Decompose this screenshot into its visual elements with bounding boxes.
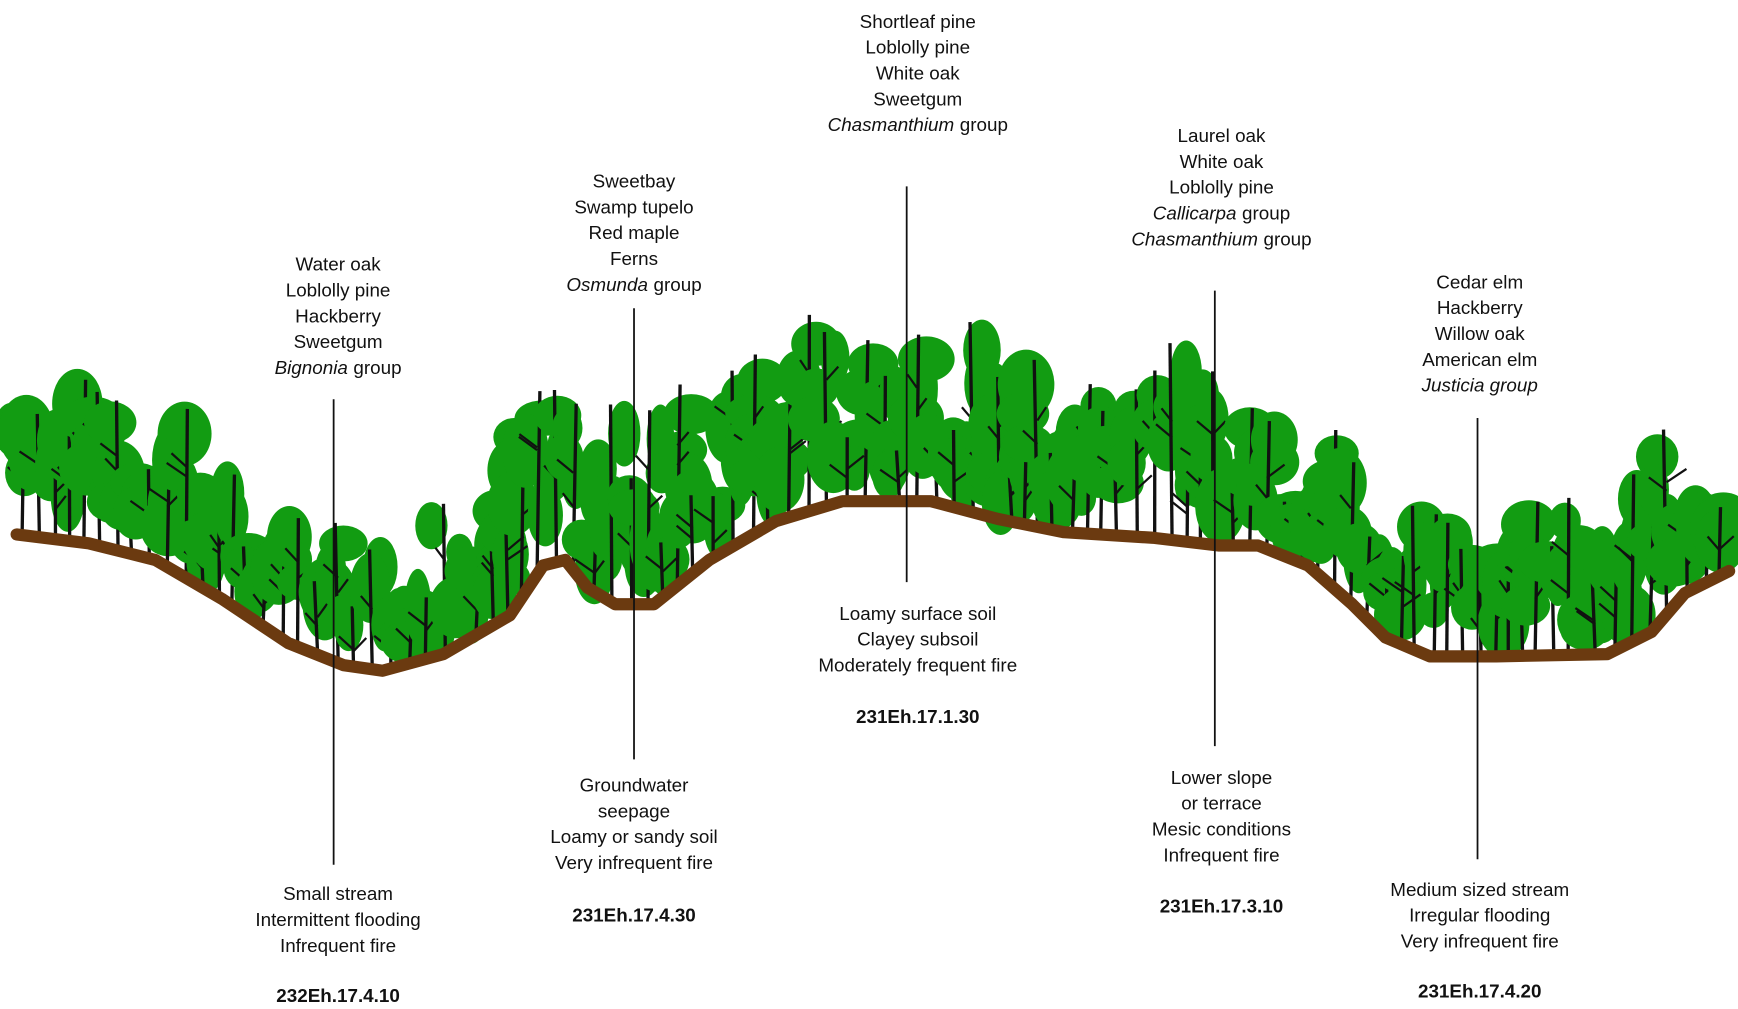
species-group: Justicia group bbox=[1421, 375, 1538, 396]
species-suffix: group bbox=[1242, 203, 1290, 224]
ecosystem-diagram: Water oak Loblolly pine Hackberry Sweetgum B… bbox=[0, 0, 1738, 1009]
species-suffix: group bbox=[960, 114, 1008, 135]
site-condition: Lower slope bbox=[1171, 767, 1273, 788]
tree-trunk bbox=[352, 606, 353, 663]
tree-trunk bbox=[1170, 343, 1172, 537]
species-name: Willow oak bbox=[1435, 323, 1526, 344]
tree-trunk bbox=[1402, 556, 1404, 641]
species-name: Loblolly pine bbox=[865, 37, 970, 58]
species-suffix: group bbox=[654, 274, 702, 295]
species-name: White oak bbox=[876, 63, 960, 84]
species-genus: Callicarpa bbox=[1153, 203, 1237, 224]
species-name: American elm bbox=[1422, 349, 1537, 370]
tree-trunk bbox=[1412, 506, 1414, 647]
species-suffix: group bbox=[1263, 228, 1311, 249]
species-group: Chasmanthiumgroup bbox=[828, 114, 1008, 135]
ecosite-code: 231Eh.17.1.30 bbox=[856, 706, 980, 727]
species-name: Sweetgum bbox=[873, 88, 962, 109]
tree-trunk bbox=[1719, 507, 1720, 573]
species-group: Osmunda group bbox=[566, 274, 701, 295]
ecosite-code: 231Eh.17.4.20 bbox=[1418, 981, 1542, 1002]
species-name: Shortleaf pine bbox=[860, 11, 976, 32]
species-name: Hackberry bbox=[295, 305, 381, 326]
tree-crown bbox=[754, 447, 805, 513]
site-condition: Medium sized stream bbox=[1390, 879, 1569, 900]
tree-crown bbox=[316, 544, 346, 592]
tree-trunk bbox=[298, 518, 299, 643]
species-genus: Chasmanthium bbox=[828, 114, 955, 135]
ecosite-code: 231Eh.17.3.10 bbox=[1160, 895, 1284, 916]
site-condition: or terrace bbox=[1181, 793, 1262, 814]
site-condition: Groundwater bbox=[580, 775, 689, 796]
species-name: Sweetbay bbox=[593, 170, 676, 191]
page: {"zones": [ {"species": ["Water oak", "L… bbox=[0, 0, 1738, 1009]
tree-crown bbox=[1237, 463, 1269, 505]
ecosite-code: 231Eh.17.4.30 bbox=[572, 904, 696, 925]
site-condition: Infrequent fire bbox=[280, 935, 396, 956]
species-genus: Bignonia bbox=[275, 357, 348, 378]
tree-trunk bbox=[1632, 474, 1634, 638]
species-genus: Justicia group bbox=[1421, 375, 1538, 396]
species-name: Hackberry bbox=[1437, 297, 1523, 318]
site-condition: Infrequent fire bbox=[1163, 844, 1279, 865]
species-suffix: group bbox=[353, 357, 401, 378]
site-condition: Intermittent flooding bbox=[255, 909, 420, 930]
species-name: Cedar elm bbox=[1436, 271, 1523, 292]
site-condition: Loamy or sandy soil bbox=[550, 826, 717, 847]
tree-trunk bbox=[954, 430, 955, 504]
tree-crown bbox=[1501, 586, 1550, 626]
tree-trunk bbox=[691, 495, 693, 570]
species-name: Laurel oak bbox=[1178, 125, 1267, 146]
species-name: Sweetgum bbox=[294, 331, 383, 352]
site-condition: Very infrequent fire bbox=[555, 852, 713, 873]
species-group: Bignoniagroup bbox=[275, 357, 402, 378]
tree-trunk bbox=[917, 335, 919, 498]
species-genus: Osmunda bbox=[566, 274, 648, 295]
species-group: Callicarpagroup bbox=[1153, 203, 1290, 224]
species-name: Red maple bbox=[588, 222, 679, 243]
zone-labels: Water oak Loblolly pine Hackberry Sweetgum B… bbox=[255, 11, 1569, 1006]
species-name: Water oak bbox=[296, 254, 382, 275]
tree-crown bbox=[1107, 440, 1145, 486]
site-condition: Loamy surface soil bbox=[839, 603, 996, 624]
tree-trunk bbox=[1447, 523, 1448, 653]
species-name: Loblolly pine bbox=[286, 279, 391, 300]
species-name: White oak bbox=[1180, 151, 1264, 172]
site-condition: Irregular flooding bbox=[1409, 905, 1550, 926]
ecosite-code: 232Eh.17.4.10 bbox=[276, 985, 400, 1006]
site-condition: Mesic conditions bbox=[1152, 818, 1291, 839]
tree-branch bbox=[636, 456, 648, 469]
site-condition: Moderately frequent fire bbox=[818, 654, 1017, 675]
species-genus: Chasmanthium bbox=[1131, 228, 1258, 249]
site-condition: seepage bbox=[598, 800, 670, 821]
site-condition: Clayey subsoil bbox=[857, 629, 978, 650]
species-name: Ferns bbox=[610, 248, 658, 269]
species-name: Loblolly pine bbox=[1169, 177, 1274, 198]
tree-trunk bbox=[425, 597, 426, 655]
species-name: Swamp tupelo bbox=[574, 196, 693, 217]
site-condition: Small stream bbox=[283, 883, 393, 904]
tree-trunk bbox=[1232, 488, 1233, 542]
site-condition: Very infrequent fire bbox=[1401, 930, 1559, 951]
tree-crown bbox=[590, 518, 621, 559]
